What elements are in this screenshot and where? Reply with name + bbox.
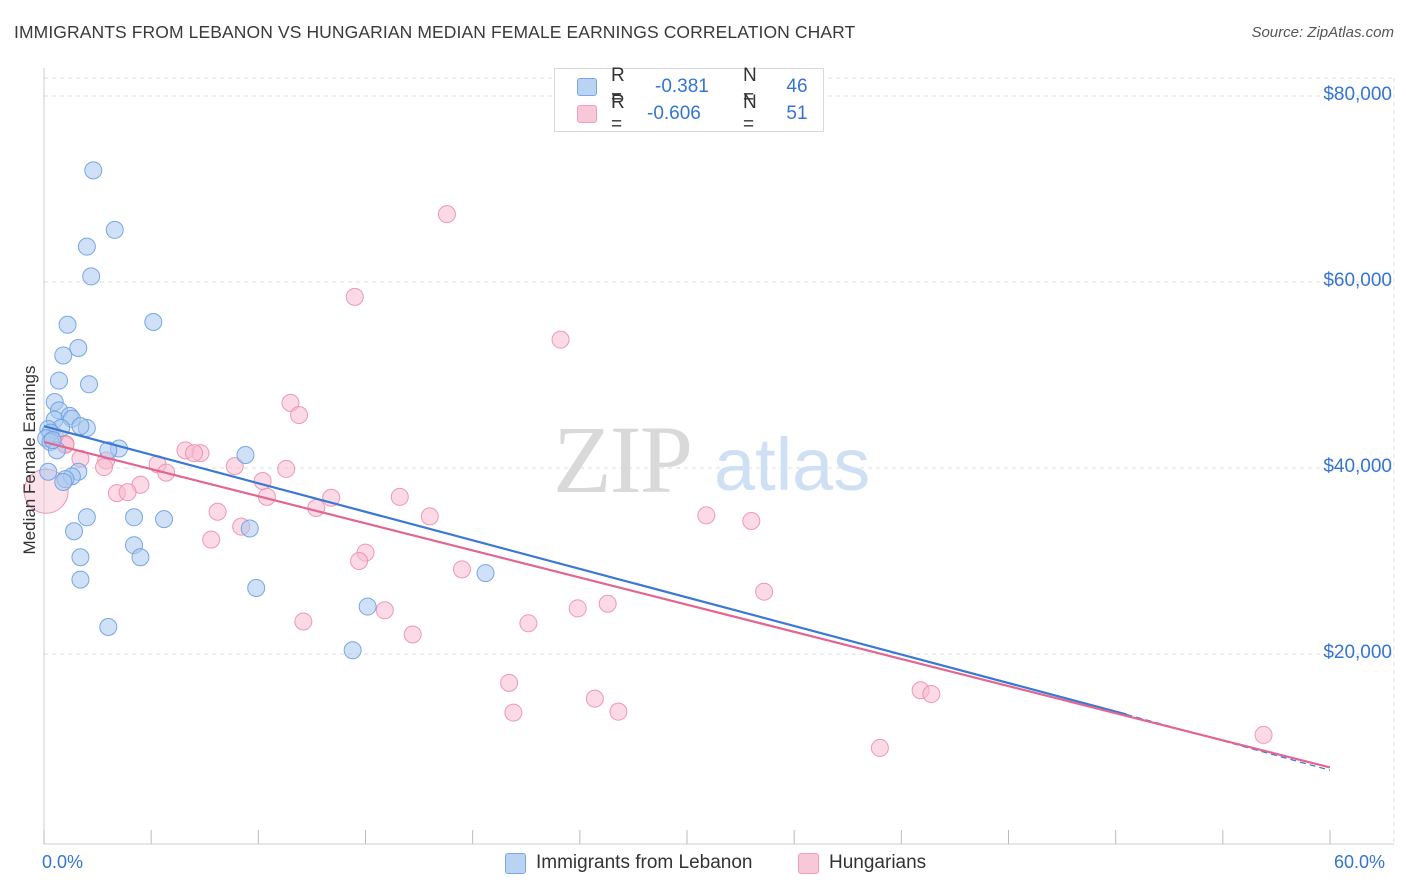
legend-label: Hungarians	[829, 852, 927, 873]
legend-label: Immigrants from Lebanon	[536, 852, 753, 873]
n-value: 46	[786, 76, 808, 97]
point-hungarians	[452, 560, 471, 579]
point-hungarians	[609, 702, 628, 721]
x-tick-label-max: 60.0%	[1334, 852, 1386, 872]
n-label: N =	[743, 65, 757, 108]
stats-legend: R = -0.381 N = 46 R = -0.606 N = 51	[554, 65, 824, 135]
point-hungarians	[350, 552, 369, 570]
point-hungarians	[390, 487, 409, 506]
point-hungarians	[504, 703, 523, 722]
point-lebanon	[69, 339, 88, 358]
point-hungarians	[568, 599, 587, 618]
point-hungarians	[420, 507, 439, 526]
point-hungarians	[755, 582, 774, 601]
point-lebanon	[77, 237, 96, 256]
point-lebanon	[358, 597, 377, 616]
trendline-hungarians	[43, 440, 1331, 769]
point-hungarians	[290, 405, 309, 424]
point-hungarians	[225, 457, 244, 476]
y-axis-label: Median Female Earnings	[20, 365, 39, 555]
stats-row-hungarians: R = -0.606 N = 51	[577, 92, 821, 135]
point-hungarians	[202, 530, 221, 549]
point-lebanon	[155, 510, 174, 529]
point-lebanon	[71, 548, 90, 567]
point-lebanon	[99, 618, 118, 637]
point-hungarians	[437, 205, 456, 224]
y-tick-label: $60,000	[1323, 270, 1392, 291]
point-hungarians	[294, 612, 313, 631]
point-lebanon	[77, 508, 96, 527]
point-hungarians	[519, 614, 538, 633]
point-hungarians	[1254, 725, 1273, 744]
point-hungarians	[922, 684, 941, 703]
point-lebanon	[39, 462, 58, 481]
point-lebanon	[54, 472, 73, 491]
point-hungarians	[277, 459, 296, 478]
series-legend: Immigrants from Lebanon Hungarians	[0, 852, 1406, 878]
x-tick-label-min: 0.0%	[42, 852, 84, 872]
point-lebanon	[50, 371, 69, 390]
y-tick-label: $20,000	[1323, 642, 1392, 663]
point-hungarians	[307, 498, 326, 517]
watermark-zip: ZIP	[553, 406, 691, 513]
point-lebanon	[131, 548, 150, 567]
point-hungarians	[500, 673, 519, 692]
point-hungarians	[403, 625, 422, 644]
point-hungarians	[95, 458, 114, 477]
point-hungarians	[585, 689, 604, 708]
chart-title: IMMIGRANTS FROM LEBANON VS HUNGARIAN MED…	[14, 22, 856, 42]
point-lebanon	[236, 445, 255, 464]
point-lebanon	[58, 315, 77, 334]
legend-swatch-pink	[577, 105, 597, 123]
legend-swatch-blue	[505, 852, 526, 874]
y-tick-label: $40,000	[1323, 456, 1392, 477]
point-lebanon	[80, 375, 99, 394]
stats-row-lebanon: R = -0.381 N = 46	[577, 65, 821, 108]
r-label: R =	[611, 65, 625, 108]
point-hungarians	[742, 512, 761, 531]
point-hungarians	[375, 601, 394, 620]
legend-item-lebanon[interactable]: Immigrants from Lebanon	[505, 852, 753, 874]
point-lebanon	[125, 508, 144, 527]
point-lebanon	[71, 570, 90, 589]
point-lebanon	[84, 161, 103, 180]
point-lebanon	[54, 346, 73, 365]
point-hungarians	[208, 502, 227, 521]
trendline-lebanon	[43, 425, 1127, 716]
point-lebanon	[240, 519, 259, 538]
legend-item-hungarians[interactable]: Hungarians	[798, 852, 926, 874]
point-lebanon	[476, 564, 495, 583]
n-label: N =	[743, 92, 757, 135]
y-tick-label: $80,000	[1323, 84, 1392, 105]
n-value: 51	[786, 103, 808, 124]
point-lebanon	[71, 417, 90, 436]
r-value: -0.381	[655, 76, 709, 97]
point-lebanon	[82, 267, 101, 286]
point-lebanon	[65, 522, 84, 541]
point-hungarians	[551, 330, 570, 349]
point-hungarians	[118, 483, 137, 502]
point-lebanon	[247, 578, 266, 597]
point-lebanon	[343, 641, 362, 660]
point-hungarians	[345, 287, 364, 306]
watermark-atlas: atlas	[714, 423, 870, 506]
point-hungarians	[185, 444, 204, 463]
r-label: R =	[611, 92, 625, 135]
point-lebanon	[105, 220, 124, 239]
r-value: -0.606	[647, 103, 701, 124]
point-hungarians	[870, 738, 889, 757]
point-lebanon	[144, 312, 163, 331]
point-hungarians	[598, 594, 617, 613]
legend-swatch-blue	[577, 78, 597, 96]
point-hungarians	[697, 506, 716, 525]
legend-swatch-pink	[798, 852, 819, 874]
source-note: Source: ZipAtlas.com	[1251, 24, 1394, 41]
